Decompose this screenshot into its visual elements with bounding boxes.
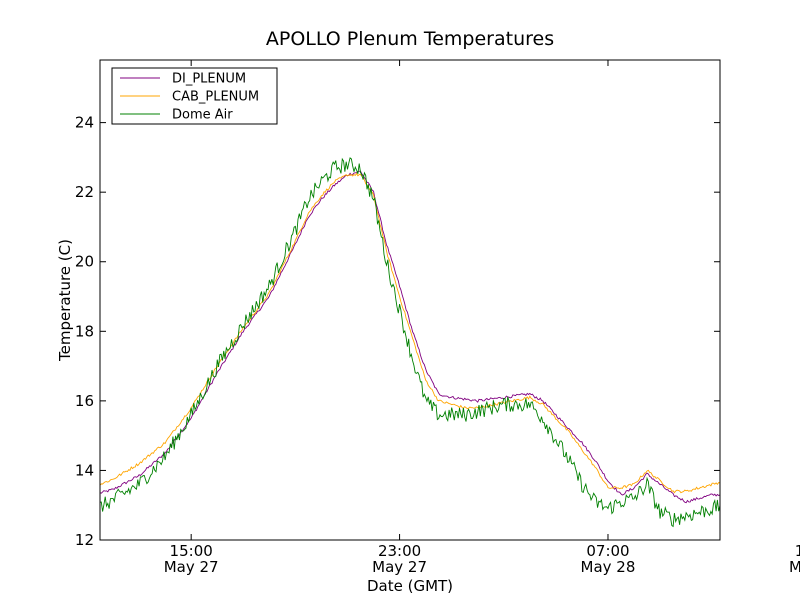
chart-title: APOLLO Plenum Temperatures [266,28,554,50]
legend-label-dome-air: Dome Air [172,108,233,123]
y-tick-label: 20 [75,253,94,271]
y-tick-label: 14 [75,461,94,479]
legend: DI_PLENUM CAB_PLENUM Dome Air [111,67,278,125]
y-tick-label: 22 [75,183,94,201]
x-tick-label-date: May 28 [581,558,636,576]
plot-frame [99,59,721,541]
y-tick-label: 18 [75,322,94,340]
legend-label-cab-plenum: CAB_PLENUM [172,90,259,105]
y-tick-label: 16 [75,392,94,410]
series-line-cab-plenum [100,172,720,494]
x-axis-label: Date (GMT) [367,577,453,595]
x-tick-label-date: May 28 [789,558,800,576]
x-tick-label-time: 15:00 [795,542,800,560]
y-axis-label: Temperature (C) [56,239,74,362]
series-lines [100,157,720,528]
x-tick-label-date: May 27 [164,558,219,576]
series-line-dome-air [100,157,720,528]
x-tick-label-time: 23:00 [378,542,421,560]
y-tick-label: 24 [75,114,94,132]
series-line-di-plenum [100,170,720,504]
legend-label-di-plenum: DI_PLENUM [172,72,246,87]
x-tick-label-date: May 27 [372,558,427,576]
y-tick-label: 12 [75,531,94,549]
x-tick-label-time: 15:00 [170,542,213,560]
x-tick-label-time: 07:00 [586,542,629,560]
